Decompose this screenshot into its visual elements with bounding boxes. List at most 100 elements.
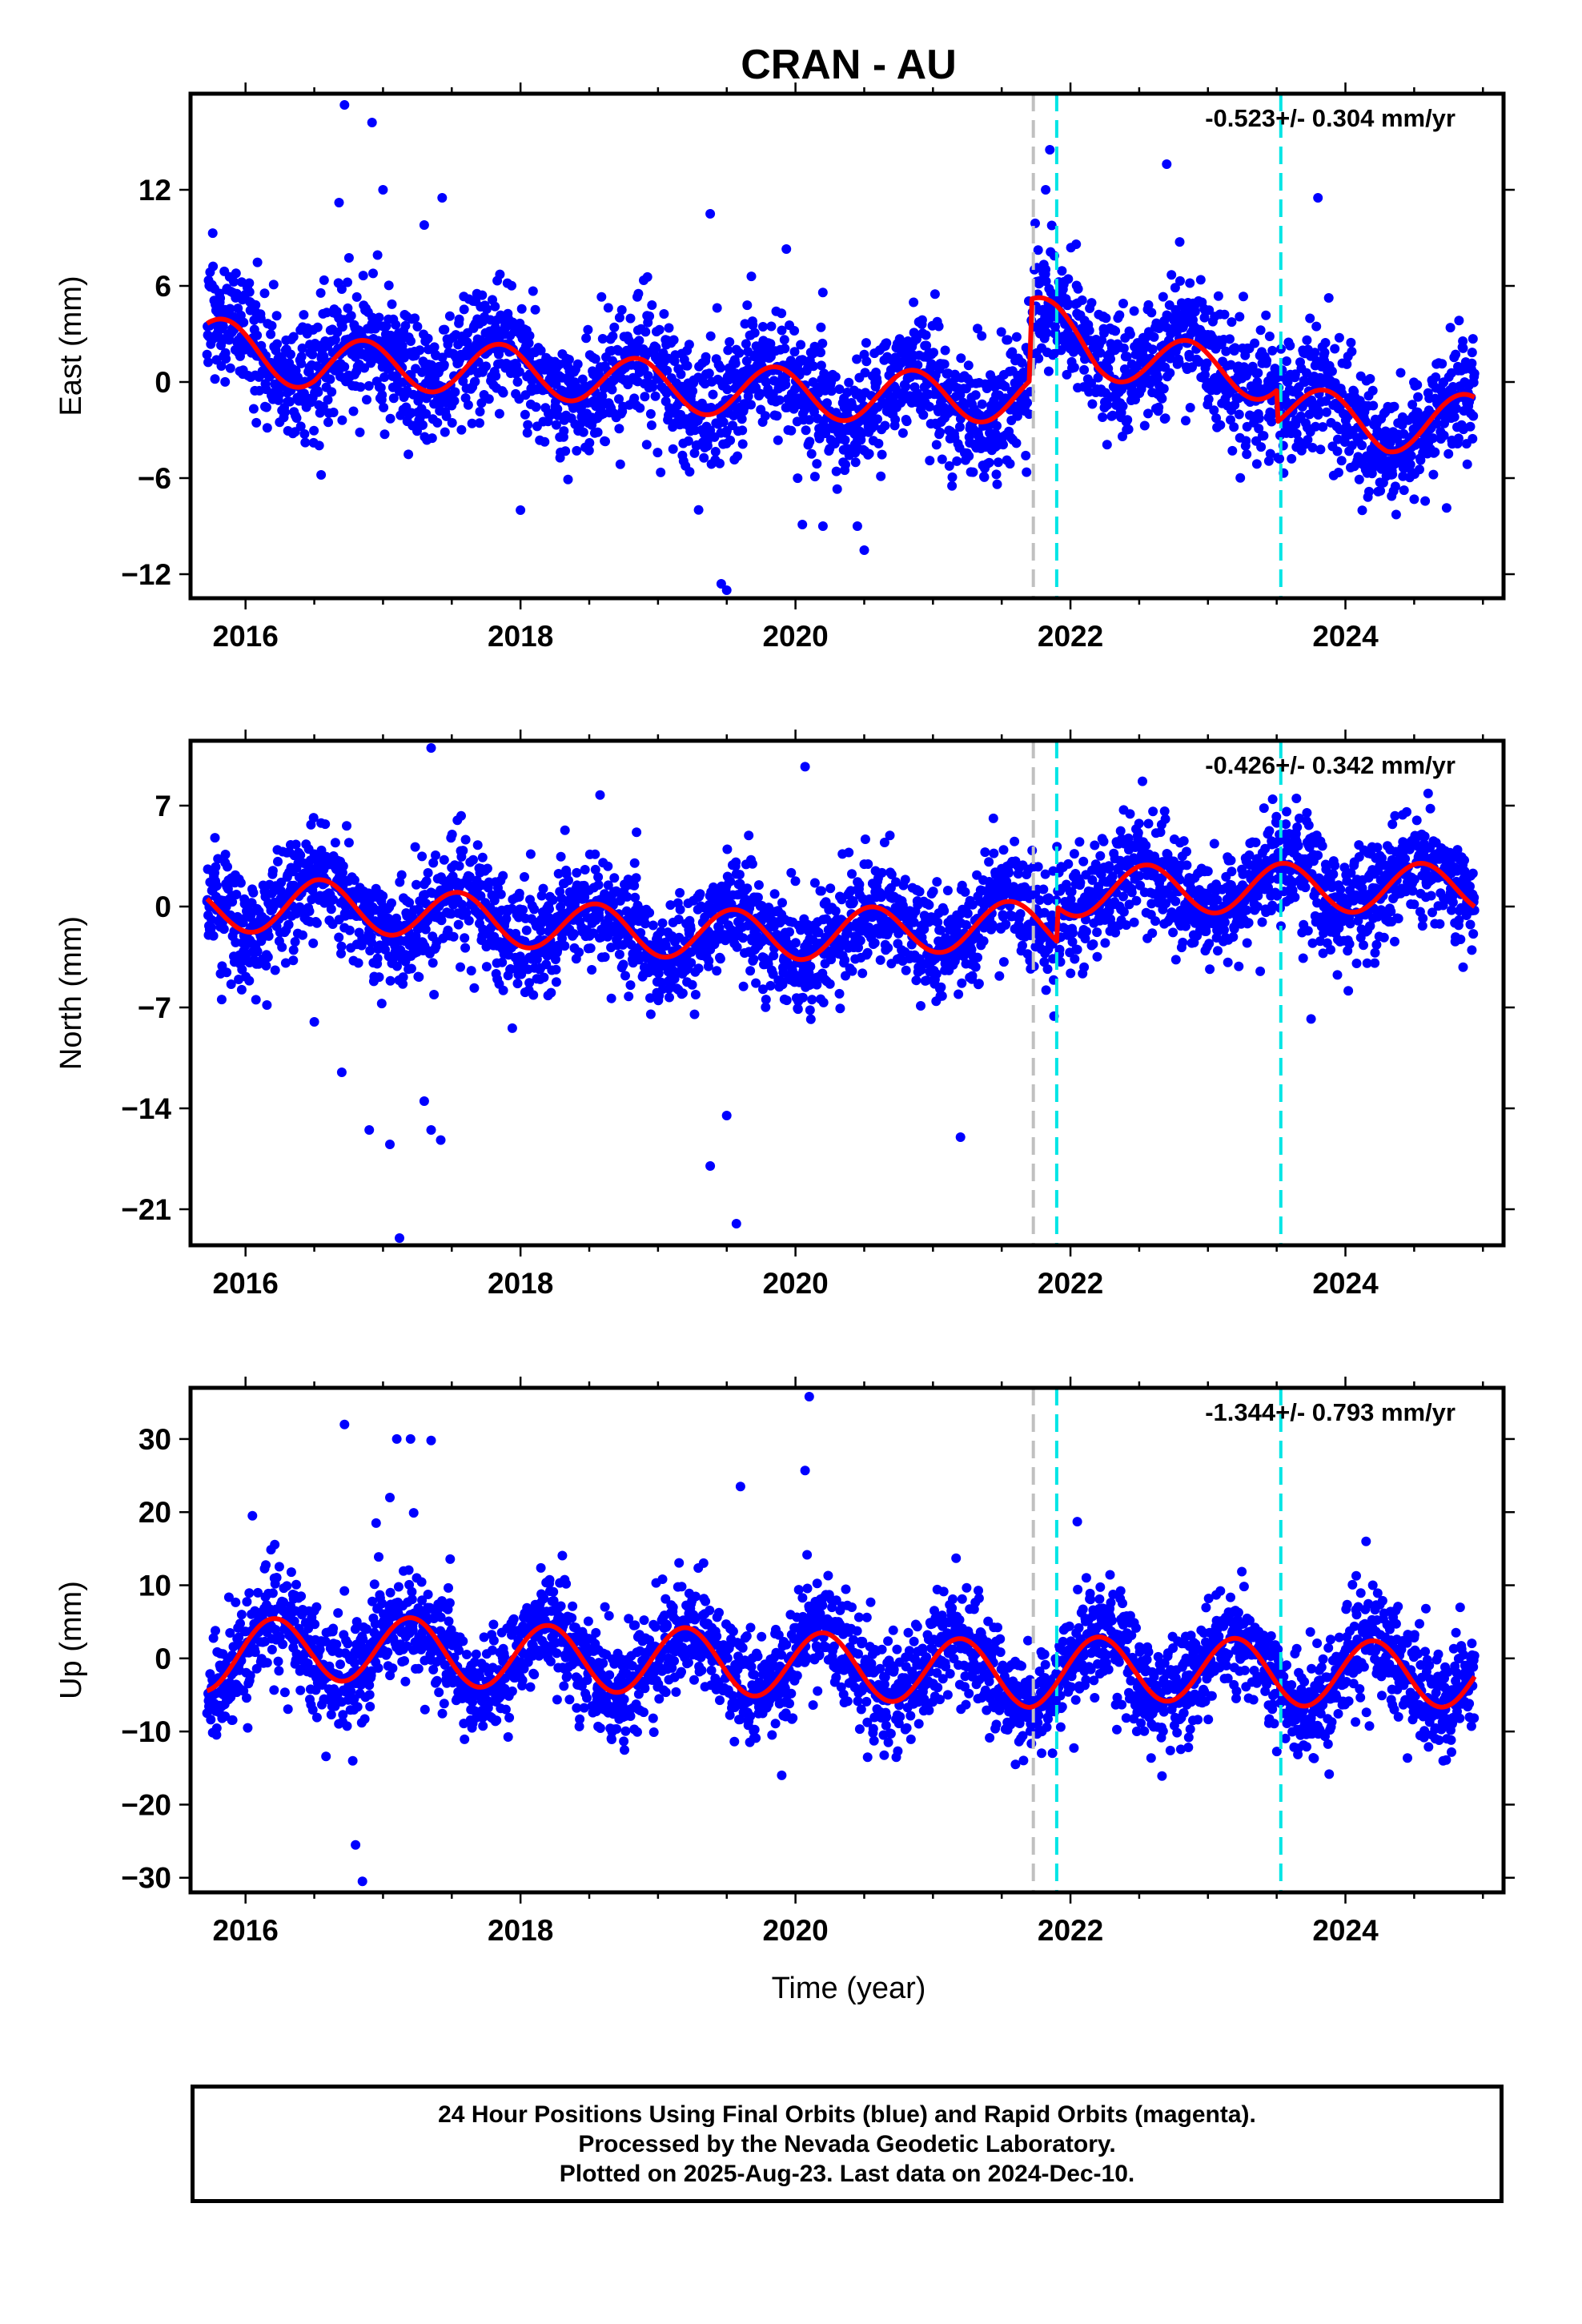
data-point — [840, 435, 850, 445]
data-point — [786, 867, 797, 878]
data-point — [274, 389, 284, 400]
data-point — [1002, 335, 1013, 345]
data-point — [1283, 377, 1293, 388]
data-point — [885, 830, 895, 841]
data-point — [688, 386, 698, 396]
data-point — [789, 347, 800, 357]
data-point — [1174, 237, 1185, 247]
data-point — [436, 915, 447, 926]
data-point — [450, 387, 460, 397]
data-point — [749, 954, 759, 964]
data-point — [1063, 299, 1074, 309]
data-point — [801, 425, 811, 436]
data-point — [1225, 334, 1235, 344]
data-point — [743, 391, 753, 401]
data-point — [231, 288, 242, 299]
data-point — [501, 914, 512, 924]
data-point — [271, 311, 282, 321]
data-point — [251, 995, 261, 1005]
data-point — [597, 391, 608, 401]
data-point — [1147, 344, 1158, 355]
data-point — [1311, 421, 1321, 432]
data-point — [901, 381, 911, 392]
data-point — [1157, 393, 1167, 404]
data-point — [1287, 453, 1297, 464]
data-point — [1415, 464, 1424, 475]
data-point — [695, 889, 705, 899]
data-point — [722, 384, 733, 395]
data-point — [1297, 401, 1307, 412]
data-point — [705, 331, 716, 341]
data-point — [1106, 354, 1115, 364]
data-point — [1004, 867, 1014, 878]
data-point — [747, 858, 757, 869]
data-point — [1011, 332, 1022, 342]
data-point — [299, 429, 310, 439]
data-point — [850, 457, 861, 468]
data-point — [1252, 377, 1263, 387]
data-point — [797, 992, 808, 1003]
data-point — [855, 935, 865, 946]
data-point — [864, 448, 874, 459]
data-point — [1102, 440, 1112, 450]
data-point — [211, 862, 221, 872]
data-point — [279, 407, 290, 417]
data-point — [379, 429, 390, 440]
data-point — [1071, 239, 1082, 249]
data-point — [290, 937, 300, 947]
data-point — [603, 303, 613, 313]
data-point — [1005, 459, 1015, 469]
data-point — [608, 331, 618, 341]
data-point — [712, 966, 722, 976]
data-point — [536, 926, 546, 936]
data-point — [940, 345, 950, 356]
data-point — [1395, 368, 1406, 378]
outlier-point — [316, 470, 327, 480]
data-point — [295, 421, 306, 432]
data-point — [484, 394, 494, 404]
data-point — [238, 918, 248, 928]
data-point — [1079, 364, 1090, 375]
data-point — [816, 886, 826, 896]
data-point — [355, 427, 365, 437]
data-point — [461, 908, 472, 919]
data-point — [1467, 348, 1477, 358]
data-point — [682, 360, 693, 371]
data-point — [954, 989, 964, 999]
data-point — [464, 915, 474, 926]
data-point — [336, 284, 347, 294]
outlier-point — [1041, 185, 1051, 195]
data-point — [400, 320, 411, 331]
data-point — [428, 858, 439, 868]
data-point — [539, 972, 549, 983]
data-point — [962, 908, 973, 919]
data-point — [428, 958, 438, 968]
data-point — [1357, 440, 1367, 451]
data-point — [939, 906, 950, 916]
data-point — [634, 336, 644, 346]
data-point — [299, 310, 309, 320]
data-point — [593, 880, 604, 890]
data-point — [928, 887, 938, 897]
data-point — [825, 883, 836, 894]
data-point — [642, 271, 652, 282]
data-point — [857, 968, 868, 979]
data-point — [476, 891, 486, 901]
data-point — [342, 821, 351, 831]
data-point — [1146, 308, 1157, 318]
data-point — [551, 977, 561, 987]
data-point — [816, 360, 826, 371]
data-point — [378, 891, 388, 901]
data-point — [439, 854, 449, 865]
data-point — [854, 879, 865, 890]
data-point — [272, 339, 283, 349]
data-point — [1042, 328, 1052, 338]
data-point — [741, 356, 752, 366]
data-point — [314, 440, 324, 451]
data-point — [861, 338, 871, 348]
data-point — [659, 309, 669, 319]
data-point — [313, 387, 323, 397]
data-point — [834, 988, 845, 999]
data-point — [410, 313, 420, 324]
